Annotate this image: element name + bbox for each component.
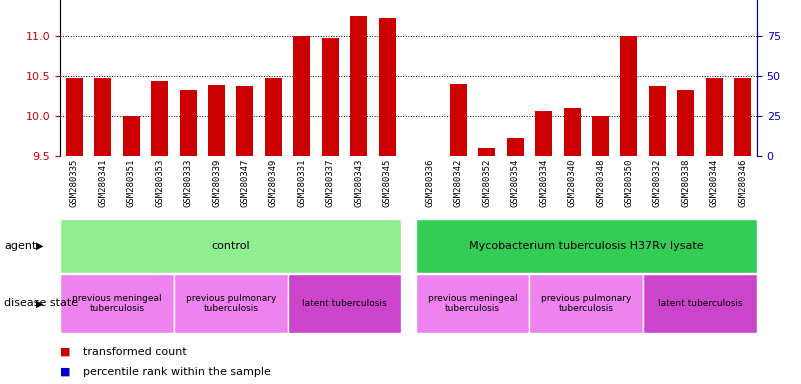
Bar	[151, 81, 168, 156]
Bar	[621, 36, 638, 156]
Bar	[95, 78, 111, 156]
Text: GSM280349: GSM280349	[269, 159, 278, 207]
Text: transformed count: transformed count	[83, 346, 187, 357]
Text: GSM280341: GSM280341	[99, 159, 107, 207]
Text: GSM280354: GSM280354	[511, 159, 520, 207]
Bar	[706, 78, 723, 156]
Text: GSM280346: GSM280346	[739, 159, 747, 207]
Bar	[592, 116, 609, 156]
Text: GSM280333: GSM280333	[183, 159, 192, 207]
Text: GSM280338: GSM280338	[682, 159, 690, 207]
Bar	[649, 86, 666, 156]
Text: GSM280342: GSM280342	[454, 159, 463, 207]
Text: GSM280344: GSM280344	[710, 159, 718, 207]
Bar	[535, 111, 552, 156]
Text: GSM280340: GSM280340	[568, 159, 577, 207]
Bar	[123, 116, 139, 156]
Text: GSM280352: GSM280352	[482, 159, 491, 207]
Text: ■: ■	[60, 366, 70, 377]
Text: ■: ■	[60, 346, 70, 357]
Text: previous pulmonary
tuberculosis: previous pulmonary tuberculosis	[186, 294, 276, 313]
Text: previous pulmonary
tuberculosis: previous pulmonary tuberculosis	[541, 294, 631, 313]
Bar	[208, 85, 225, 156]
Text: GSM280337: GSM280337	[326, 159, 335, 207]
Bar	[66, 78, 83, 156]
Bar	[179, 90, 196, 156]
Text: control: control	[211, 241, 250, 251]
Bar	[265, 78, 282, 156]
Bar	[60, 219, 401, 273]
Bar	[416, 274, 529, 333]
Bar	[236, 86, 253, 156]
Bar	[174, 274, 288, 333]
Text: GSM280334: GSM280334	[539, 159, 548, 207]
Bar	[60, 274, 174, 333]
Bar	[416, 219, 757, 273]
Text: GSM280348: GSM280348	[596, 159, 605, 207]
Text: GSM280343: GSM280343	[354, 159, 363, 207]
Bar	[735, 78, 751, 156]
Bar	[322, 38, 339, 156]
Text: GSM280336: GSM280336	[425, 159, 434, 207]
Text: GSM280353: GSM280353	[155, 159, 164, 207]
Bar	[529, 274, 643, 333]
Text: percentile rank within the sample: percentile rank within the sample	[83, 366, 271, 377]
Text: ▶: ▶	[36, 241, 43, 251]
Text: GSM280339: GSM280339	[212, 159, 221, 207]
Text: disease state: disease state	[4, 298, 78, 308]
Text: previous meningeal
tuberculosis: previous meningeal tuberculosis	[72, 294, 162, 313]
Text: latent tuberculosis: latent tuberculosis	[658, 299, 743, 308]
Bar	[379, 18, 396, 156]
Bar	[350, 16, 368, 156]
Text: GSM280350: GSM280350	[625, 159, 634, 207]
Bar	[643, 274, 757, 333]
Text: GSM280335: GSM280335	[70, 159, 78, 207]
Text: GSM280331: GSM280331	[297, 159, 306, 207]
Bar	[478, 147, 495, 156]
Text: ▶: ▶	[36, 298, 43, 308]
Text: GSM280332: GSM280332	[653, 159, 662, 207]
Bar	[507, 138, 524, 156]
Text: Mycobacterium tuberculosis H37Rv lysate: Mycobacterium tuberculosis H37Rv lysate	[469, 241, 703, 251]
Text: GSM280351: GSM280351	[127, 159, 135, 207]
Bar	[678, 90, 694, 156]
Bar	[564, 108, 581, 156]
Bar	[288, 274, 401, 333]
Text: agent: agent	[4, 241, 36, 251]
Bar	[449, 84, 467, 156]
Text: GSM280347: GSM280347	[240, 159, 249, 207]
Bar	[293, 36, 310, 156]
Text: latent tuberculosis: latent tuberculosis	[302, 299, 387, 308]
Text: previous meningeal
tuberculosis: previous meningeal tuberculosis	[428, 294, 517, 313]
Text: GSM280345: GSM280345	[383, 159, 392, 207]
